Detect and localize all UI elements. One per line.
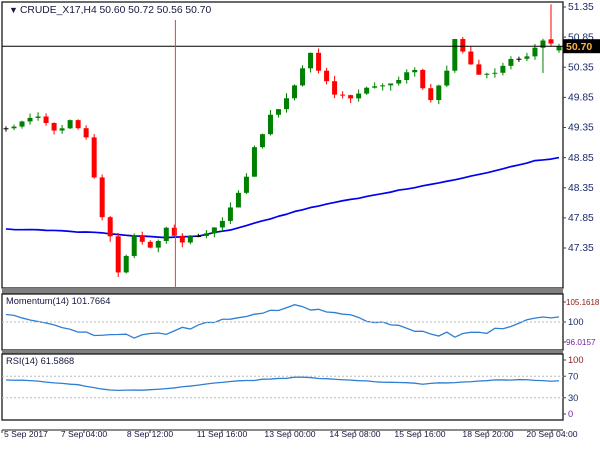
svg-text:11 Sep 16:00: 11 Sep 16:00 <box>197 429 248 439</box>
svg-text:48.85: 48.85 <box>568 153 594 164</box>
svg-text:48.35: 48.35 <box>568 183 594 194</box>
svg-text:51.35: 51.35 <box>568 2 594 13</box>
svg-text:50.70: 50.70 <box>566 41 592 53</box>
svg-text:100: 100 <box>568 355 584 365</box>
svg-text:13 Sep 00:00: 13 Sep 00:00 <box>264 429 315 439</box>
svg-text:18 Sep 20:00: 18 Sep 20:00 <box>462 429 513 439</box>
svg-text:RSI(14) 61.5868: RSI(14) 61.5868 <box>6 356 74 366</box>
svg-text:5 Sep 2017: 5 Sep 2017 <box>4 429 48 439</box>
svg-text:14 Sep 08:00: 14 Sep 08:00 <box>329 429 380 439</box>
svg-text:▼: ▼ <box>9 5 18 15</box>
svg-text:100: 100 <box>568 317 584 327</box>
svg-text:47.85: 47.85 <box>568 213 594 224</box>
svg-text:96.0157: 96.0157 <box>566 338 596 347</box>
svg-text:CRUDE_X17,H4 50.60 50.72 50.5: CRUDE_X17,H4 50.60 50.72 50.56 50.70 <box>20 5 211 16</box>
svg-text:20 Sep 04:00: 20 Sep 04:00 <box>526 429 577 439</box>
svg-text:7 Sep 04:00: 7 Sep 04:00 <box>61 429 108 439</box>
svg-text:70: 70 <box>568 371 578 381</box>
svg-text:50.35: 50.35 <box>568 63 594 74</box>
svg-text:49.35: 49.35 <box>568 123 594 134</box>
svg-text:47.35: 47.35 <box>568 243 594 254</box>
svg-text:49.85: 49.85 <box>568 93 594 104</box>
svg-text:30: 30 <box>568 393 578 403</box>
svg-text:105.1618: 105.1618 <box>566 298 600 307</box>
svg-text:Momentum(14) 101.7664: Momentum(14) 101.7664 <box>6 296 110 306</box>
svg-text:15 Sep 16:00: 15 Sep 16:00 <box>394 429 445 439</box>
svg-text:0: 0 <box>568 409 573 419</box>
svg-text:8 Sep 12:00: 8 Sep 12:00 <box>127 429 174 439</box>
